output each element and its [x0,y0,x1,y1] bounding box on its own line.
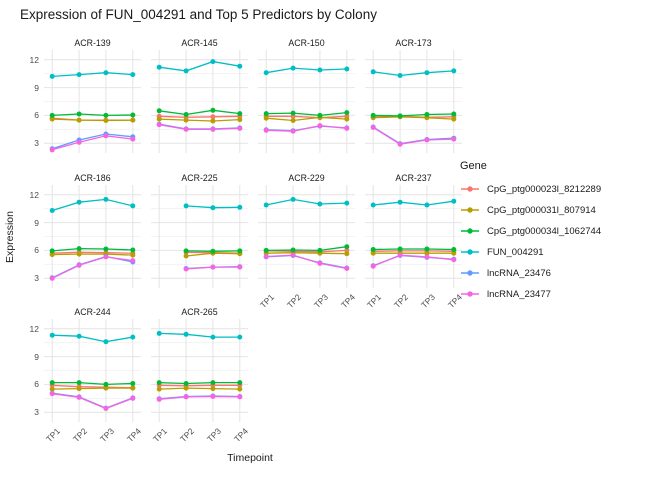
facet-title: ACR-244 [74,307,111,317]
x-tick-label: TP3 [311,292,330,311]
x-tick-label: TP2 [285,292,304,311]
x-tick-label: TP2 [392,292,411,311]
x-axis-title: Timepoint [227,452,273,464]
chart-title: Expression of FUN_004291 and Top 5 Predi… [20,7,377,22]
y-tick-label: 9 [34,82,39,93]
x-tick-label: TP1 [258,292,277,311]
x-tick-label: TP1 [365,292,384,311]
legend-item-label: FUN_004291 [487,246,544,258]
legend-item: lncRNA_23477 [460,288,601,300]
y-tick-label: 9 [34,351,39,362]
y-tick-label: 3 [34,273,39,284]
x-tick-label: TP1 [151,426,170,445]
x-tick-label: TP4 [231,426,250,445]
facet-title: ACR-265 [181,307,218,317]
facet-panel [258,185,355,288]
legend-key-icon [461,270,479,276]
x-tick-label: TP4 [338,292,357,311]
legend-item: CpG_ptg000023l_8212289 [460,183,601,195]
legend-items: CpG_ptg000023l_8212289 CpG_ptg000031l_807… [460,183,601,300]
facet-panel [258,50,355,153]
x-tick-label: TP3 [97,426,116,445]
y-tick-label: 12 [29,54,39,65]
legend-key-icon [461,186,479,192]
x-tick-label: TP3 [204,426,223,445]
y-tick-label: 3 [34,138,39,149]
legend-item-label: lncRNA_23476 [487,267,551,279]
facet-panel [151,50,248,153]
x-tick-label: TP1 [44,426,63,445]
y-tick-label: 12 [29,189,39,200]
legend-item-label: CpG_ptg000031l_807914 [487,204,596,216]
facet-title: ACR-139 [74,38,111,48]
legend-key-icon [461,207,479,213]
y-tick-label: 3 [34,407,39,418]
x-tick-label: TP4 [124,426,143,445]
y-tick-label: 6 [34,379,39,390]
facet-panel [151,319,248,422]
y-tick-label: 6 [34,245,39,256]
facet-title: ACR-229 [288,173,325,183]
facet-panel [365,50,462,153]
x-tick-label: TP3 [418,292,437,311]
y-tick-label: 12 [29,323,39,334]
y-tick-label: 6 [34,110,39,121]
facet-title: ACR-145 [181,38,218,48]
facet-title: ACR-225 [181,173,218,183]
x-tick-label: TP2 [71,426,90,445]
legend-item-label: lncRNA_23477 [487,288,551,300]
facet-panel [44,50,141,153]
legend-item-label: CpG_ptg000034l_1062744 [487,225,602,237]
legend-item: lncRNA_23476 [460,267,601,279]
facet-panel [44,185,141,288]
legend-title: Gene [460,160,487,172]
legend-item: FUN_004291 [460,246,601,258]
x-tick-label: TP2 [178,426,197,445]
facet-title: ACR-186 [74,173,111,183]
facet-title: ACR-237 [395,173,432,183]
facet-panel [44,319,141,422]
y-axis-title: Expression [4,211,16,263]
facet-panel [151,185,248,288]
legend-key-icon [461,228,479,234]
legend-item-label: CpG_ptg000023l_8212289 [487,183,602,195]
facet-title: ACR-150 [288,38,325,48]
legend-item: CpG_ptg000034l_1062744 [460,225,601,237]
facet-title: ACR-173 [395,38,432,48]
legend-key-icon [461,291,479,297]
legend: Gene CpG_ptg000023l_8212289 CpG_ptg000031… [460,160,601,309]
y-tick-label: 9 [34,217,39,228]
legend-item: CpG_ptg000031l_807914 [460,204,601,216]
facet-panel [365,185,462,288]
legend-key-icon [461,249,479,255]
